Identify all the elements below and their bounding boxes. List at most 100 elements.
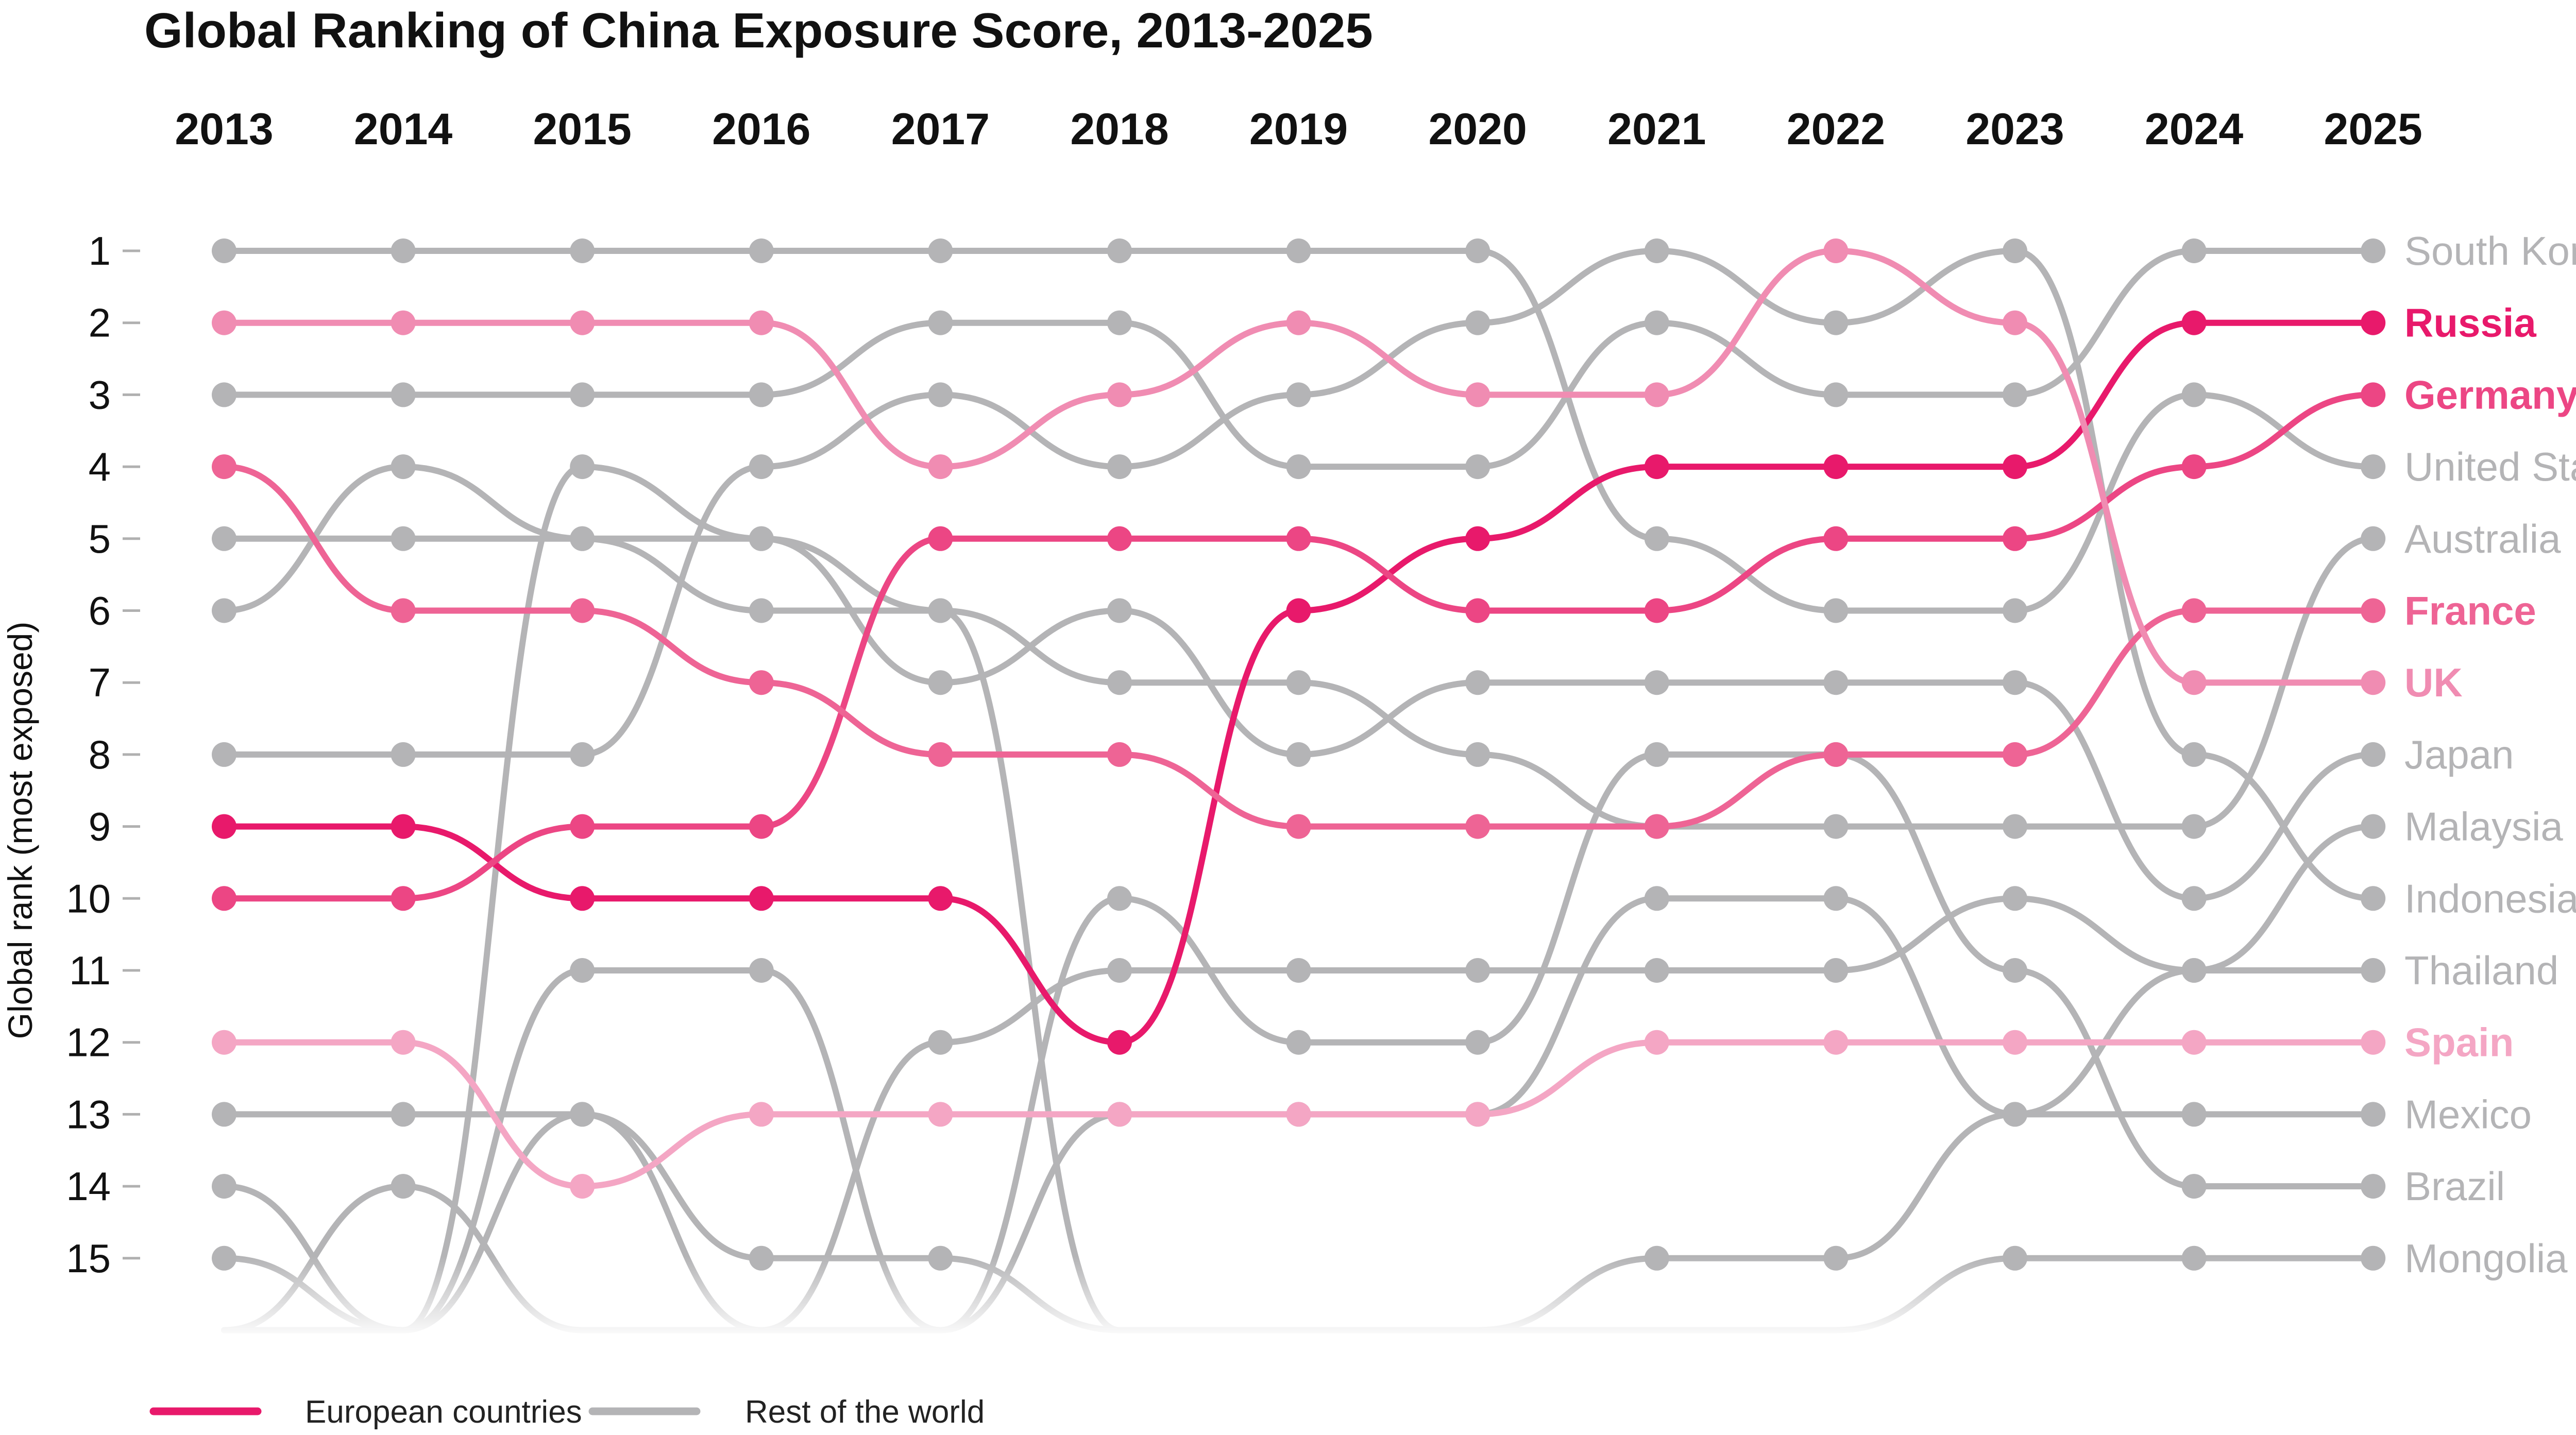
point-spain-2016 xyxy=(749,1102,774,1127)
point-thailand-2018 xyxy=(1107,958,1132,983)
point-indonesia-2019 xyxy=(1286,382,1311,407)
point-united-states-2015 xyxy=(570,238,595,263)
country-label-south-korea: South Korea xyxy=(2404,228,2576,274)
point-japan-2014 xyxy=(391,454,416,480)
rank-label-1: 1 xyxy=(89,228,111,274)
point-indonesia-2016 xyxy=(749,454,774,480)
point-united-states-2025 xyxy=(2361,454,2386,480)
point-brazil-2024 xyxy=(2181,1174,2207,1199)
point-united-states-2017 xyxy=(928,238,953,263)
point-germany-2016 xyxy=(749,814,774,839)
rank-label-7: 7 xyxy=(89,660,111,705)
country-label-indonesia: Indonesia xyxy=(2404,876,2576,921)
point-south-korea-2018 xyxy=(1107,310,1132,335)
point-mexico-2015 xyxy=(570,1102,595,1127)
point-mexico-2023 xyxy=(2003,1102,2027,1127)
point-spain-2023 xyxy=(2003,1030,2027,1055)
point-thailand-2021 xyxy=(1644,958,1669,983)
point-indonesia-2018 xyxy=(1107,454,1132,480)
point-mongolia-2015 xyxy=(570,454,595,480)
point-uk-2014 xyxy=(391,310,416,335)
point-france-2020 xyxy=(1465,814,1490,839)
point-spain-2015 xyxy=(570,1174,595,1199)
rank-label-9: 9 xyxy=(89,804,111,849)
point-france-2023 xyxy=(2003,742,2027,767)
point-mexico-2024 xyxy=(2181,1102,2207,1127)
point-uk-2025 xyxy=(2361,670,2386,695)
point-south-korea-2013 xyxy=(212,382,236,407)
point-thailand-2023 xyxy=(2003,886,2027,911)
point-uk-2023 xyxy=(2003,310,2027,335)
point-russia-2024 xyxy=(2181,310,2207,335)
point-japan-2017 xyxy=(928,670,953,695)
point-brazil-2020 xyxy=(1465,1030,1490,1055)
point-uk-2013 xyxy=(212,310,236,335)
point-france-2025 xyxy=(2361,598,2386,623)
point-germany-2023 xyxy=(2003,526,2027,551)
point-australia-2016 xyxy=(749,598,774,623)
point-mexico-2016 xyxy=(749,1245,774,1271)
point-germany-2025 xyxy=(2361,382,2386,407)
series-line-uk xyxy=(221,247,2377,686)
rank-label-10: 10 xyxy=(66,876,111,921)
country-label-mongolia: Mongolia xyxy=(2404,1236,2568,1281)
point-indonesia-2017 xyxy=(928,382,953,407)
point-thailand-2025 xyxy=(2361,958,2386,983)
point-uk-2022 xyxy=(1823,238,1849,263)
point-japan-2022 xyxy=(1823,670,1849,695)
point-malaysia-2021 xyxy=(1644,886,1669,911)
point-united-states-2014 xyxy=(391,238,416,263)
point-japan-2023 xyxy=(2003,670,2027,695)
point-united-states-2021 xyxy=(1644,526,1669,551)
point-australia-2018 xyxy=(1107,670,1132,695)
point-indonesia-2023 xyxy=(2003,238,2027,263)
rank-label-11: 11 xyxy=(69,948,111,993)
point-germany-2019 xyxy=(1286,526,1311,551)
point-indonesia-2014 xyxy=(391,742,416,767)
year-label-2016: 2016 xyxy=(712,105,810,154)
point-australia-2014 xyxy=(391,526,416,551)
point-malaysia-2015 xyxy=(570,958,595,983)
point-malaysia-2025 xyxy=(2361,814,2386,839)
point-japan-2024 xyxy=(2181,886,2207,911)
point-united-states-2023 xyxy=(2003,598,2027,623)
point-malaysia-2022 xyxy=(1823,886,1849,911)
rank-label-2: 2 xyxy=(89,300,111,346)
point-uk-2021 xyxy=(1644,382,1669,407)
point-france-2024 xyxy=(2181,598,2207,623)
point-indonesia-2024 xyxy=(2181,742,2207,767)
rank-label-13: 13 xyxy=(66,1091,111,1137)
country-label-russia: Russia xyxy=(2404,300,2536,346)
point-spain-2024 xyxy=(2181,1030,2207,1055)
point-south-korea-2023 xyxy=(2003,382,2027,407)
country-label-france: France xyxy=(2404,588,2536,634)
series-line-united-states xyxy=(221,247,2377,614)
point-spain-2018 xyxy=(1107,1102,1132,1127)
point-united-states-2022 xyxy=(1823,598,1849,623)
legend: European countries Rest of the world xyxy=(149,1394,985,1430)
point-uk-2019 xyxy=(1286,310,1311,335)
series-line-spain xyxy=(221,1039,2377,1190)
point-germany-2017 xyxy=(928,526,953,551)
point-mexico-2014 xyxy=(391,1102,416,1127)
point-south-korea-2022 xyxy=(1823,382,1849,407)
point-mongolia-2025 xyxy=(2361,1245,2386,1271)
point-japan-2019 xyxy=(1286,742,1311,767)
point-brazil-2021 xyxy=(1644,742,1669,767)
point-russia-2019 xyxy=(1286,598,1311,623)
point-france-2022 xyxy=(1823,742,1849,767)
point-uk-2018 xyxy=(1107,382,1132,407)
series-line-thailand xyxy=(221,895,2377,1334)
point-australia-2025 xyxy=(2361,526,2386,551)
point-russia-2017 xyxy=(928,886,953,911)
point-mexico-2013 xyxy=(212,1102,236,1127)
legend-rest-label: Rest of the world xyxy=(745,1394,985,1430)
point-uk-2024 xyxy=(2181,670,2207,695)
point-france-2013 xyxy=(212,454,236,480)
series-line-japan xyxy=(221,464,2377,902)
rank-label-15: 15 xyxy=(66,1236,111,1281)
point-germany-2021 xyxy=(1644,598,1669,623)
point-russia-2022 xyxy=(1823,454,1849,480)
point-south-korea-2016 xyxy=(749,382,774,407)
point-brazil-2018 xyxy=(1107,886,1132,911)
